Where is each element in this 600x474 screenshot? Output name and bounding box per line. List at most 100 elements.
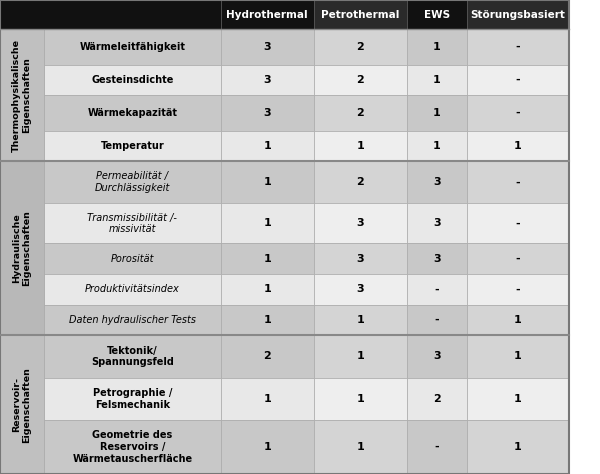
Bar [221, 378, 314, 420]
Bar [467, 305, 569, 335]
Bar [0, 29, 44, 161]
Text: -: - [515, 108, 520, 118]
Bar [221, 64, 314, 95]
Text: 1: 1 [263, 394, 271, 404]
Bar [407, 378, 467, 420]
Text: Reservoir-
Eigenschaften: Reservoir- Eigenschaften [12, 367, 32, 443]
Text: 1: 1 [263, 177, 271, 187]
Bar [407, 0, 467, 29]
Text: 1: 1 [433, 108, 440, 118]
Bar [314, 64, 407, 95]
Text: 1: 1 [514, 141, 521, 151]
Text: Hydraulische
Eigenschaften: Hydraulische Eigenschaften [12, 210, 32, 286]
Bar [221, 29, 314, 64]
Text: 2: 2 [356, 42, 364, 52]
Bar [314, 420, 407, 474]
Text: Hydrothermal: Hydrothermal [226, 9, 308, 20]
Bar [467, 64, 569, 95]
Text: -: - [515, 219, 520, 228]
Bar [0, 161, 44, 335]
Text: 1: 1 [356, 351, 364, 361]
Bar [407, 305, 467, 335]
Bar [467, 0, 569, 29]
Text: 3: 3 [356, 284, 364, 294]
Bar [0, 335, 44, 474]
Bar [221, 161, 314, 203]
Bar [407, 203, 467, 244]
Text: 1: 1 [433, 75, 440, 85]
Bar [314, 29, 407, 64]
Text: 1: 1 [514, 394, 521, 404]
Bar [314, 0, 407, 29]
Text: Störungsbasiert: Störungsbasiert [470, 9, 565, 20]
Bar [314, 95, 407, 130]
Text: 1: 1 [263, 141, 271, 151]
Text: Permeabilität /
Durchlässigkeit: Permeabilität / Durchlässigkeit [95, 172, 170, 193]
Bar [314, 244, 407, 274]
Bar [467, 274, 569, 305]
Text: Transmissibilität /-
missivität: Transmissibilität /- missivität [88, 213, 177, 234]
Text: 3: 3 [356, 219, 364, 228]
Bar [44, 378, 221, 420]
Text: 2: 2 [356, 177, 364, 187]
Bar [44, 335, 221, 378]
Bar [221, 244, 314, 274]
Bar [314, 203, 407, 244]
Text: 1: 1 [356, 141, 364, 151]
Bar [314, 274, 407, 305]
Text: 3: 3 [263, 75, 271, 85]
Text: 1: 1 [263, 219, 271, 228]
Bar [407, 274, 467, 305]
Bar [221, 420, 314, 474]
Bar [407, 95, 467, 130]
Bar [407, 161, 467, 203]
Text: 1: 1 [356, 394, 364, 404]
Text: Porosität: Porosität [110, 254, 154, 264]
Bar [407, 335, 467, 378]
Bar [44, 274, 221, 305]
Bar [407, 244, 467, 274]
Bar [44, 130, 221, 161]
Text: 1: 1 [433, 141, 440, 151]
Text: Gesteinsdichte: Gesteinsdichte [91, 75, 173, 85]
Text: EWS: EWS [424, 9, 450, 20]
Bar [467, 130, 569, 161]
Bar [467, 335, 569, 378]
Bar [314, 161, 407, 203]
Text: Daten hydraulischer Tests: Daten hydraulischer Tests [69, 315, 196, 325]
Text: 3: 3 [433, 254, 440, 264]
Bar [314, 305, 407, 335]
Bar [0, 0, 221, 29]
Text: Wärmekapazität: Wärmekapazität [88, 108, 178, 118]
Bar [44, 305, 221, 335]
Text: 2: 2 [356, 108, 364, 118]
Bar [407, 420, 467, 474]
Text: -: - [515, 75, 520, 85]
Text: 1: 1 [356, 442, 364, 452]
Text: Tektonik/
Spannungsfeld: Tektonik/ Spannungsfeld [91, 346, 174, 367]
Text: -: - [515, 284, 520, 294]
Text: -: - [515, 177, 520, 187]
Text: 1: 1 [356, 315, 364, 325]
Text: -: - [434, 442, 439, 452]
Bar [221, 335, 314, 378]
Bar [44, 161, 221, 203]
Bar [467, 203, 569, 244]
Text: -: - [434, 284, 439, 294]
Text: 2: 2 [356, 75, 364, 85]
Text: 3: 3 [433, 351, 440, 361]
Text: 1: 1 [263, 284, 271, 294]
Text: 3: 3 [356, 254, 364, 264]
Text: -: - [434, 315, 439, 325]
Bar [44, 203, 221, 244]
Bar [44, 244, 221, 274]
Bar [407, 130, 467, 161]
Bar [44, 420, 221, 474]
Bar [314, 130, 407, 161]
Text: Thermophysikalische
Eigenschaften: Thermophysikalische Eigenschaften [12, 39, 32, 152]
Bar [221, 305, 314, 335]
Text: Petrothermal: Petrothermal [321, 9, 400, 20]
Text: Temperatur: Temperatur [100, 141, 164, 151]
Bar [44, 29, 221, 64]
Text: 2: 2 [263, 351, 271, 361]
